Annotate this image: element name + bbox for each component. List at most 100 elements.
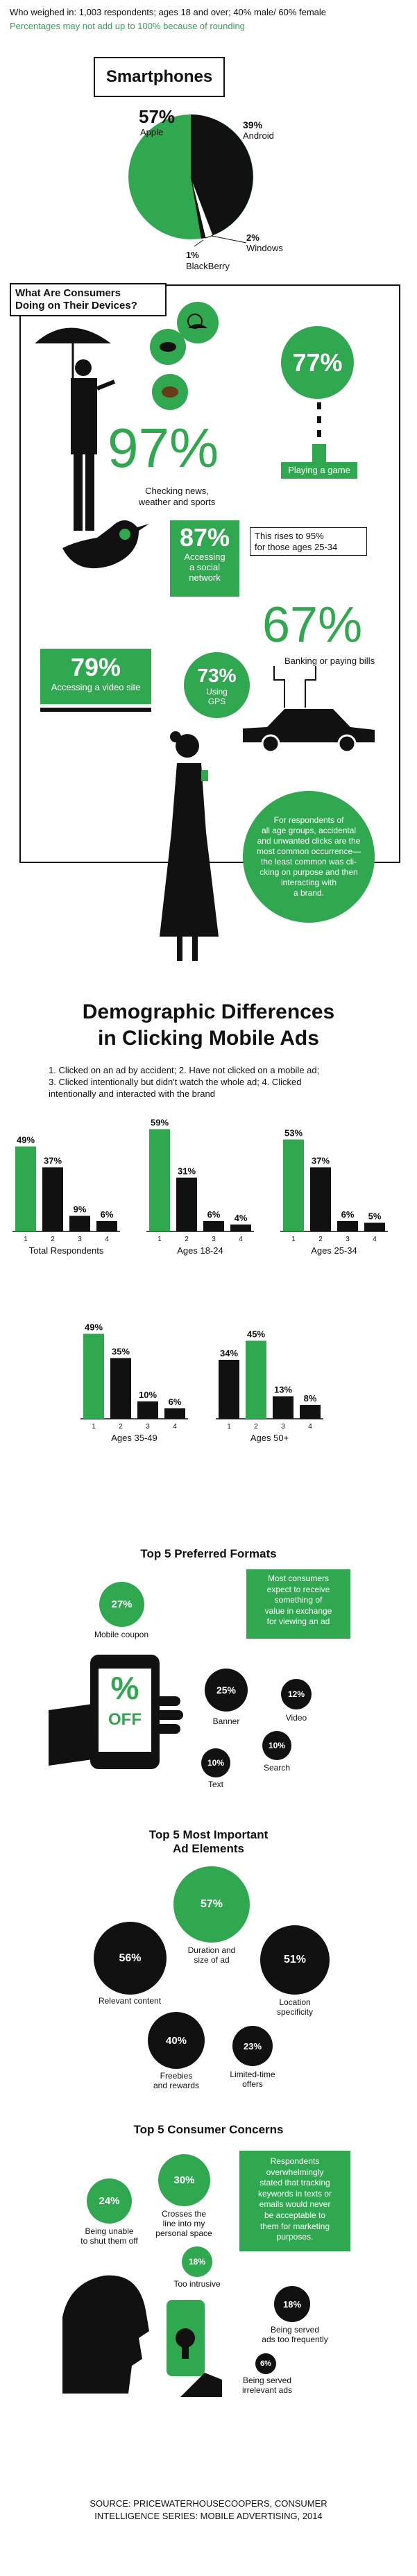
bar-value-label: 4% bbox=[235, 1213, 248, 1223]
rounding-note: Percentages may not add up to 100% becau… bbox=[10, 21, 245, 31]
frequent-label-line1: Being served bbox=[270, 2325, 320, 2335]
x-tick-label: 3 bbox=[212, 1236, 216, 1243]
legend-line2: 3. Clicked intentionally but didn't watc… bbox=[49, 1076, 302, 1087]
video-format-pct: 12% bbox=[287, 1689, 305, 1699]
apple-label: Apple bbox=[140, 127, 164, 137]
news-pct: 97% bbox=[108, 417, 219, 479]
freebies-label-line2: and rewards bbox=[153, 2080, 200, 2090]
bar bbox=[219, 1360, 239, 1419]
callout-line2: all age groups, accidental bbox=[261, 826, 357, 835]
unable-label-line2: to shut them off bbox=[80, 2235, 138, 2246]
video-format-bubble: 12% bbox=[281, 1679, 312, 1709]
bar-value-label: 31% bbox=[178, 1166, 196, 1177]
concerns-note-line4: keywords in texts or bbox=[257, 2188, 332, 2199]
bar-value-label: 59% bbox=[151, 1118, 169, 1128]
concerns-note-line8: purposes. bbox=[276, 2232, 314, 2242]
demographic-title-line1: Demographic Differences bbox=[82, 1000, 335, 1023]
bar-value-label: 35% bbox=[112, 1347, 130, 1357]
bar bbox=[83, 1333, 104, 1419]
crosses-label-line3: personal space bbox=[155, 2228, 212, 2238]
irrelevant-label-line1: Being served bbox=[242, 2375, 292, 2385]
freebies-label: Freebies and rewards bbox=[135, 2071, 218, 2091]
duration-label-line2: size of ad bbox=[194, 1954, 230, 1965]
location-pct: 51% bbox=[283, 1954, 307, 1965]
frequent-bubble: 18% bbox=[274, 2286, 310, 2322]
gps-label-line2: GPS bbox=[207, 696, 226, 706]
pie-slice-blackberry bbox=[191, 177, 205, 239]
devices-frame bbox=[19, 284, 400, 863]
intrusive-pct: 18% bbox=[188, 2257, 206, 2267]
gps-label-line1: Using bbox=[206, 686, 228, 697]
irrelevant-label-line2: irrelevant ads bbox=[241, 2385, 293, 2395]
pie-slice-android bbox=[191, 114, 253, 235]
bar-value-label: 6% bbox=[341, 1209, 355, 1220]
accidental-clicks-callout: For respondents of all age groups, accid… bbox=[243, 791, 375, 923]
smartphones-pie-slices bbox=[128, 114, 253, 239]
apple-pct: 57% bbox=[139, 106, 176, 127]
social-note: This rises to 95% for those ages 25-34 bbox=[250, 527, 367, 556]
bar-value-label: 9% bbox=[74, 1204, 87, 1215]
bar bbox=[203, 1221, 224, 1231]
bar bbox=[337, 1221, 358, 1231]
game-controller-icon bbox=[312, 402, 326, 465]
concerns-note-line5: emails would never bbox=[259, 2199, 331, 2210]
bar bbox=[364, 1222, 385, 1231]
unable-label: Being unable to shut them off bbox=[69, 2226, 149, 2246]
phone-off-text: OFF bbox=[108, 1710, 142, 1729]
duration-pct: 57% bbox=[200, 1898, 223, 1910]
unable-bubble: 24% bbox=[87, 2178, 132, 2224]
crosses-label-line2: line into my bbox=[162, 2218, 205, 2228]
bar-value-label: 34% bbox=[220, 1348, 238, 1358]
social-note-line2: for those ages 25-34 bbox=[255, 541, 338, 552]
formats-note-line5: for viewing an ad bbox=[266, 1617, 330, 1627]
frequent-pct: 18% bbox=[282, 2298, 302, 2310]
bar bbox=[42, 1167, 63, 1231]
duration-label-line1: Duration and bbox=[187, 1945, 236, 1955]
banking-connector bbox=[273, 666, 316, 708]
crosses-label-line1: Crosses the bbox=[161, 2209, 207, 2219]
banner-label: Banner bbox=[212, 1716, 240, 1726]
limited-label-line2: offers bbox=[242, 2079, 263, 2089]
source-line2: INTELLIGENCE SERIES: MOBILE ADVERTISING,… bbox=[94, 2510, 323, 2521]
game-label: Playing a game bbox=[281, 462, 357, 479]
location-label: Location specificity bbox=[260, 1997, 330, 2018]
bar bbox=[310, 1167, 331, 1231]
x-tick-label: 2 bbox=[254, 1423, 258, 1431]
formats-note-line2: expect to receive bbox=[266, 1584, 330, 1594]
x-tick-label: 4 bbox=[173, 1423, 177, 1431]
legend-line1: 1. Clicked on an ad by accident; 2. Have… bbox=[49, 1065, 320, 1075]
x-tick-label: 2 bbox=[119, 1423, 123, 1431]
x-tick-label: 4 bbox=[105, 1236, 109, 1243]
callout-line1: For respondents of bbox=[273, 815, 344, 825]
hand-phone-illustration bbox=[49, 1655, 183, 1769]
x-tick-label: 1 bbox=[158, 1236, 162, 1243]
frequent-label: Being served ads too frequently bbox=[250, 2325, 340, 2345]
social-label-line1: Accessing bbox=[184, 552, 225, 562]
bar bbox=[230, 1225, 251, 1231]
x-tick-label: 1 bbox=[24, 1236, 28, 1243]
formats-note-line4: value in exchange bbox=[264, 1605, 332, 1616]
bar bbox=[273, 1396, 293, 1419]
group-label: Ages 35-49 bbox=[111, 1433, 158, 1443]
twitter-bird-icon bbox=[62, 520, 149, 569]
location-bubble: 51% bbox=[260, 1925, 330, 1995]
elements-title-line2: Ad Elements bbox=[173, 1842, 244, 1856]
search-bubble: 10% bbox=[262, 1731, 291, 1760]
freebies-pct: 40% bbox=[165, 2034, 187, 2047]
social-note-line1: This rises to 95% bbox=[255, 531, 324, 541]
concerns-note-line6: be acceptable to bbox=[264, 2210, 326, 2220]
x-tick-label: 1 bbox=[291, 1236, 296, 1243]
limited-label-line1: Limited-time bbox=[230, 2070, 275, 2079]
android-pct: 39% bbox=[243, 119, 263, 130]
social-label-line3: network bbox=[189, 572, 221, 583]
video-box: 79% Accessing a video site bbox=[40, 649, 151, 704]
smartphones-pie bbox=[128, 114, 253, 247]
bar-value-label: 10% bbox=[139, 1390, 157, 1400]
windows-pct: 2% bbox=[246, 232, 259, 243]
devices-title-line1: What Are Consumers bbox=[15, 287, 121, 299]
woman-phone-illustration bbox=[160, 731, 219, 961]
bar-value-label: 6% bbox=[169, 1397, 182, 1407]
irrelevant-label: Being served irrelevant ads bbox=[232, 2375, 302, 2396]
crosses-bubble: 30% bbox=[158, 2154, 210, 2206]
intrusive-bubble: 18% bbox=[182, 2246, 212, 2277]
